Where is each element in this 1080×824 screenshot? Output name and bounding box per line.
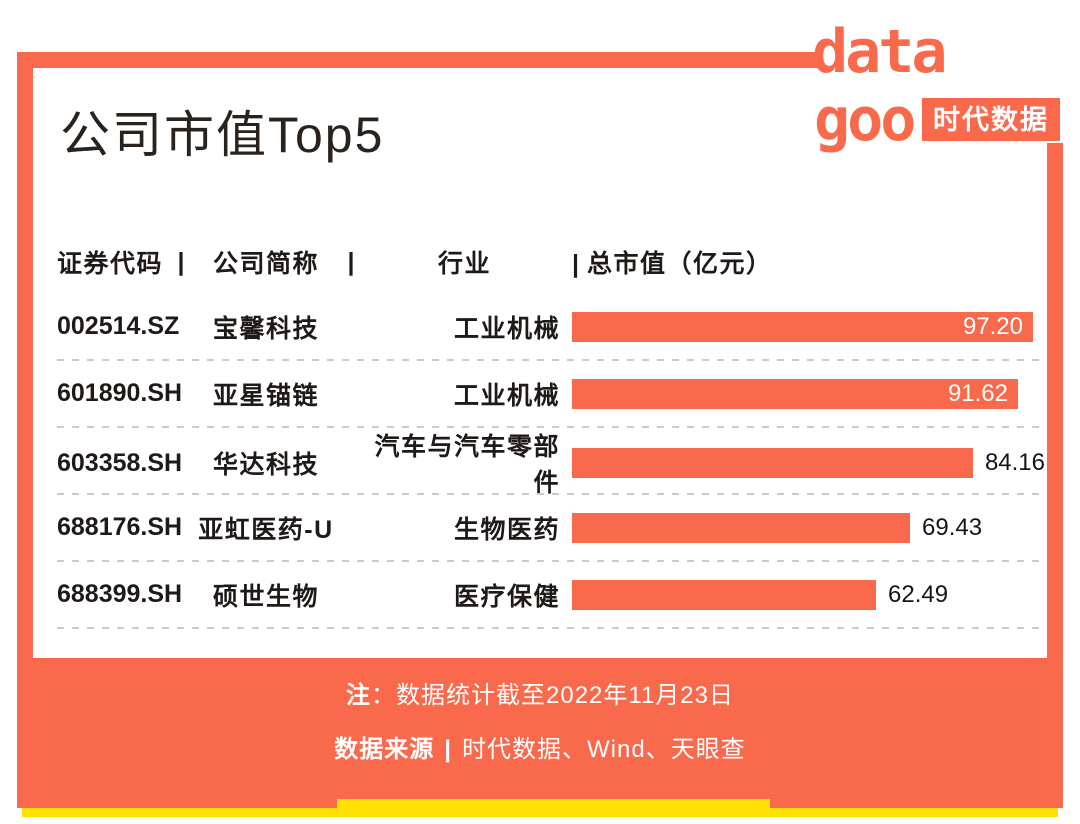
footer-source-label: 数据来源 (334, 736, 435, 763)
stock-code: 002514.SZ (57, 312, 180, 340)
value-bar (572, 448, 973, 478)
industry-name: 生物医药 (453, 515, 560, 544)
value-bar (572, 512, 910, 543)
datagoo-logo-word-data: data (812, 17, 947, 87)
value-bar (572, 579, 876, 610)
footer-source-separator: | (444, 736, 453, 763)
bar-value-inside: 97.20 (962, 312, 1023, 340)
industry-name: 工业机械 (453, 381, 560, 410)
page-title: 公司市值Top5 (60, 107, 385, 163)
frame-left-border (17, 52, 33, 658)
footer-note-label: 注 (346, 682, 371, 709)
table-rows: 002514.SZ 宝馨科技 工业机械 97.20 601890.SH 亚星锚链… (57, 293, 1045, 629)
value-bar: 91.62 (572, 378, 1018, 409)
footer-source: 数据来源 | 时代数据、Wind、天眼查 (17, 734, 1063, 766)
industry-name: 汽车与汽车零部件 (374, 433, 560, 497)
stock-code: 688399.SH (57, 580, 183, 608)
header-value-label: 总市值（亿元） (587, 250, 773, 278)
bottom-yellow-tab (337, 799, 770, 817)
bar-cell: 91.62 (572, 378, 1045, 409)
datagoo-logo-badge: 时代数据 (922, 98, 1060, 141)
industry-name: 工业机械 (453, 314, 560, 343)
header-separator: | (347, 247, 355, 276)
bar-value-outside: 62.49 (888, 580, 949, 608)
stock-code: 601890.SH (57, 379, 183, 407)
bar-value-outside: 69.43 (922, 513, 983, 541)
company-name: 宝馨科技 (212, 314, 319, 343)
stock-code: 603358.SH (57, 448, 183, 477)
industry-name: 医疗保健 (453, 582, 560, 611)
table-row: 688176.SH 亚虹医药-U 生物医药 69.43 (57, 494, 1045, 562)
stock-code: 688176.SH (57, 513, 183, 541)
table-header-row: 证券代码 | 公司简称 | 行业 | 总市值（亿元） (57, 244, 1045, 280)
market-cap-table: 证券代码 | 公司简称 | 行业 | 总市值（亿元） 002514.SZ 宝馨科技… (57, 244, 1045, 629)
header-company: 公司简称 (212, 250, 319, 278)
footer-note: 注：数据统计截至2022年11月23日 (17, 680, 1063, 712)
company-name: 硕世生物 (212, 582, 319, 611)
header-code: 证券代码 (57, 250, 164, 278)
bar-value-outside: 84.16 (984, 449, 1045, 476)
footer-note-text: ：数据统计截至2022年11月23日 (371, 682, 734, 709)
table-row: 601890.SH 亚星锚链 工业机械 91.62 (57, 360, 1045, 428)
bar-value-inside: 91.62 (947, 379, 1008, 407)
company-name: 亚虹医药-U (198, 515, 334, 544)
bar-cell: 62.49 (572, 579, 1045, 610)
header-value: | 总市值（亿元） (572, 244, 1045, 280)
header-separator: | (572, 250, 579, 278)
footer-source-text: 时代数据、Wind、天眼查 (462, 736, 746, 763)
table-row: 603358.SH 华达科技 汽车与汽车零部件 84.16 (57, 427, 1045, 497)
datagoo-logo-word-goo: goo (814, 85, 916, 155)
frame-top-border (17, 52, 820, 68)
frame-right-border (1047, 143, 1063, 658)
bar-cell: 97.20 (572, 311, 1045, 342)
company-name: 亚星锚链 (212, 381, 319, 410)
bar-cell: 84.16 (572, 448, 1045, 478)
table-row: 688399.SH 硕世生物 医疗保健 62.49 (57, 561, 1045, 629)
company-name: 华达科技 (212, 451, 319, 479)
footer: 注：数据统计截至2022年11月23日 数据来源 | 时代数据、Wind、天眼查 (17, 658, 1063, 808)
value-bar: 97.20 (572, 311, 1033, 342)
bar-cell: 69.43 (572, 512, 1045, 543)
header-separator: | (177, 247, 185, 276)
header-industry: 行业 (437, 250, 491, 278)
table-row: 002514.SZ 宝馨科技 工业机械 97.20 (57, 293, 1045, 361)
